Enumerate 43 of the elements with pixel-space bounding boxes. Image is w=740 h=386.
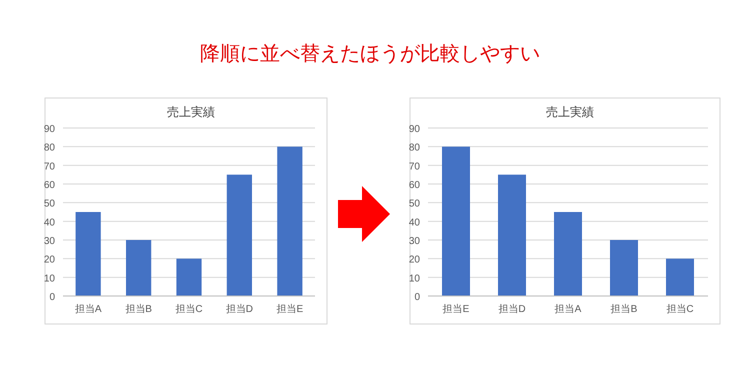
x-tick-label: 担当E [442,303,470,315]
y-tick-label: 30 [44,236,56,247]
x-tick-label: 担当A [74,303,102,315]
y-tick-label: 10 [408,273,420,284]
y-tick-label: 90 [44,124,56,135]
y-tick-label: 50 [408,198,420,210]
x-tick-label: 担当D [226,303,254,315]
bar [610,240,638,296]
y-tick-label: 20 [44,254,56,266]
y-tick-label: 70 [408,161,420,172]
y-tick-label: 60 [408,180,420,191]
bar [76,212,101,296]
y-tick-label: 10 [44,273,56,284]
y-tick-label: 90 [408,124,420,135]
chart-title: 売上実績 [546,105,594,119]
y-tick-label: 80 [44,142,56,154]
text: 降順に並べ替えたほうが比較しやすい [200,43,540,65]
y-tick-label: 0 [414,292,420,303]
y-tick-label: 30 [408,236,420,247]
x-tick-label: 担当D [498,303,526,315]
x-tick-label: 担当E [276,303,304,315]
y-tick-label: 60 [44,180,56,191]
bar [126,240,152,296]
y-tick-label: 20 [408,254,420,266]
x-tick-label: 担当C [666,303,694,315]
bar [666,258,694,296]
bar [176,258,202,296]
y-tick-label: 40 [44,217,56,228]
bar [277,146,302,296]
x-tick-label: 担当C [175,303,203,315]
bar [226,174,252,296]
y-tick-label: 80 [408,142,420,154]
bar [498,174,526,296]
bar [442,146,470,296]
y-tick-label: 50 [44,198,56,210]
x-tick-label: 担当A [554,303,582,315]
chart-title: 売上実績 [167,105,215,119]
y-tick-label: 0 [49,292,56,303]
x-tick-label: 担当B [610,303,638,315]
y-tick-label: 40 [408,217,420,228]
bar [554,212,582,296]
y-tick-label: 70 [44,161,56,172]
x-tick-label: 担当B [125,303,152,315]
